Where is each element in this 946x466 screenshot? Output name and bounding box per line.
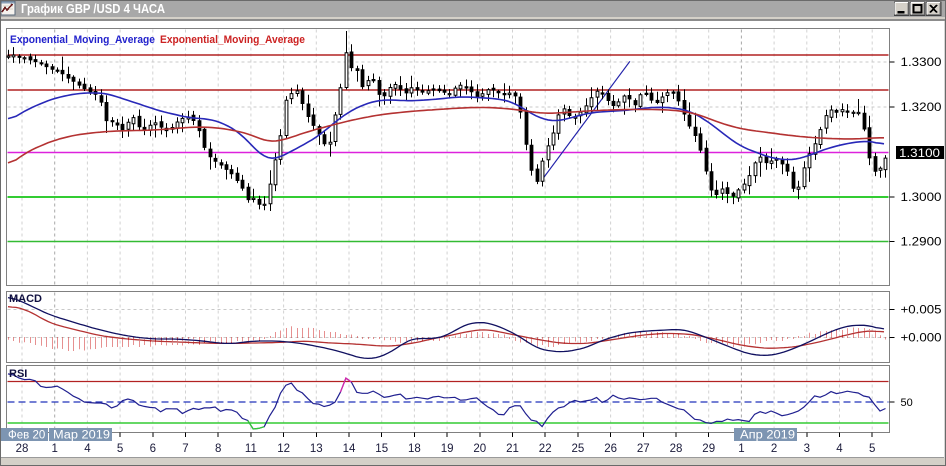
svg-text:15: 15 [375, 443, 388, 455]
svg-text:29: 29 [702, 443, 715, 455]
svg-text:RSI: RSI [9, 368, 27, 380]
svg-text:Exponential_Moving_Average: Exponential_Moving_Average [10, 34, 155, 46]
svg-text:11: 11 [245, 443, 257, 455]
svg-text:4: 4 [84, 443, 91, 455]
svg-text:1.3200: 1.3200 [901, 102, 942, 114]
svg-text:Exponential_Moving_Average: Exponential_Moving_Average [160, 34, 305, 46]
svg-text:5: 5 [869, 443, 875, 455]
svg-text:25: 25 [572, 443, 585, 455]
svg-text:18: 18 [408, 443, 421, 455]
svg-text:19: 19 [441, 443, 454, 455]
svg-text:6: 6 [150, 443, 156, 455]
svg-text:26: 26 [604, 443, 617, 455]
svg-text:50: 50 [901, 397, 913, 409]
svg-text:1: 1 [51, 443, 57, 455]
svg-text:+0.000: +0.000 [901, 333, 942, 345]
svg-text:2: 2 [771, 443, 777, 455]
svg-text:1: 1 [738, 443, 744, 455]
svg-text:3: 3 [804, 443, 810, 455]
svg-text:MACD: MACD [9, 293, 42, 305]
svg-text:График GBP /USD 4 ЧАСА: График GBP /USD 4 ЧАСА [21, 2, 165, 16]
svg-text:1.3100: 1.3100 [899, 148, 940, 160]
svg-text:27: 27 [637, 443, 650, 455]
svg-text:22: 22 [539, 443, 552, 455]
svg-text:28: 28 [16, 443, 29, 455]
svg-text:8: 8 [215, 443, 221, 455]
svg-text:7: 7 [182, 443, 188, 455]
svg-text:14: 14 [343, 443, 356, 455]
svg-text:1.3300: 1.3300 [901, 57, 942, 69]
svg-text:1.2900: 1.2900 [901, 237, 942, 249]
svg-text:21: 21 [506, 443, 519, 455]
svg-text:Мар 2019: Мар 2019 [53, 430, 110, 442]
svg-text:28: 28 [670, 443, 683, 455]
svg-text:5: 5 [117, 443, 123, 455]
svg-text:20: 20 [473, 443, 486, 455]
svg-text:Апр 2019: Апр 2019 [740, 430, 795, 442]
svg-text:1.3000: 1.3000 [901, 192, 942, 204]
svg-text:13: 13 [310, 443, 323, 455]
svg-text:12: 12 [277, 443, 290, 455]
svg-text:+0.005: +0.005 [901, 305, 942, 317]
svg-text:Фев 20: Фев 20 [8, 430, 45, 442]
svg-text:4: 4 [836, 443, 843, 455]
